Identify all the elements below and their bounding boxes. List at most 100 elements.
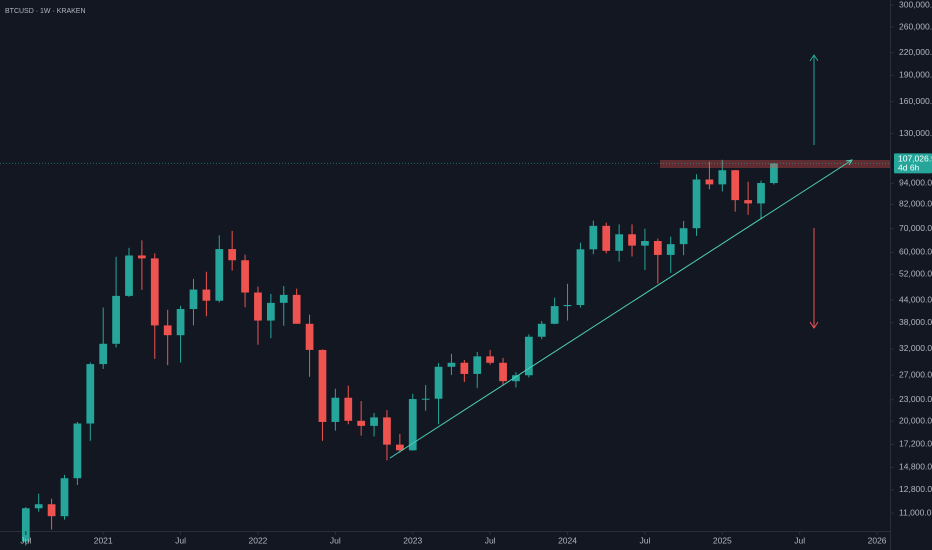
candle-body <box>499 362 507 382</box>
candle-body <box>460 362 469 374</box>
y-tick-label: 14,800.0 <box>899 462 932 472</box>
candle-body <box>524 336 533 376</box>
candle-body <box>344 397 353 421</box>
x-tick-label: 2025 <box>713 535 732 545</box>
y-tick-label: 27,000.0 <box>899 369 932 379</box>
candle-body <box>757 183 765 204</box>
candle-body <box>383 417 391 445</box>
up-arrow-head <box>809 54 819 62</box>
y-tick-label: 23,000.0 <box>899 394 932 404</box>
candles <box>21 159 778 546</box>
candle-body <box>550 306 559 324</box>
candle-body <box>267 302 275 321</box>
candle-body <box>163 325 172 336</box>
candle-body <box>150 258 159 326</box>
candle-body <box>279 294 288 303</box>
y-tick-label: 11,000.0 <box>899 507 932 517</box>
candle-body <box>357 420 366 426</box>
candle-body <box>576 249 585 305</box>
candle-body <box>202 289 211 301</box>
candle-body <box>666 244 675 255</box>
y-tick-label: 60,000.0 <box>899 247 932 257</box>
y-tick-label: 32,000.0 <box>899 343 932 353</box>
x-tick-label: 2021 <box>94 535 113 545</box>
y-tick-label: 300,000.0 <box>899 0 932 9</box>
candle-body <box>215 249 224 301</box>
trend-line <box>389 159 853 459</box>
x-tick-label: Jul <box>20 535 31 545</box>
x-tick-label: 2023 <box>403 535 422 545</box>
x-tick-label: Jul <box>485 535 496 545</box>
candle-body <box>112 295 120 344</box>
candle-body <box>331 397 340 422</box>
candle-body <box>589 225 598 250</box>
candle-body <box>189 289 198 310</box>
y-tick-label: 20,000.0 <box>899 415 932 425</box>
y-tick-label: 94,000.0 <box>899 178 932 188</box>
candle-body <box>292 294 301 324</box>
candle-body <box>447 362 456 367</box>
candle-body <box>486 356 495 363</box>
y-tick-label: 17,200.0 <box>899 439 932 449</box>
candle-body <box>770 163 778 184</box>
candle-body <box>21 508 30 542</box>
candle-body <box>99 343 108 365</box>
candle-body <box>602 225 611 251</box>
candle-body <box>731 170 740 201</box>
x-tick-label: Jul <box>639 535 650 545</box>
candle-body <box>705 179 714 185</box>
symbol-title: BTCUSD · 1W · KRAKEN <box>5 8 86 15</box>
candle-body <box>679 228 688 245</box>
candle-body <box>138 255 146 259</box>
candle-body <box>305 323 314 350</box>
candle-body <box>408 399 417 451</box>
x-tick-label: Jul <box>330 535 341 545</box>
x-tick-label: 2026 <box>868 535 887 545</box>
resistance-zone <box>660 160 890 168</box>
x-tick-label: Jul <box>175 535 186 545</box>
candle-body <box>395 444 404 451</box>
y-tick-label: 12,800.0 <box>899 484 932 494</box>
candle-body <box>537 323 546 337</box>
candle-body <box>473 356 482 374</box>
candle-body <box>653 241 662 255</box>
candle-body <box>563 304 572 307</box>
candle-body <box>60 478 69 517</box>
last-price-tag <box>894 153 932 174</box>
y-tick-label: 44,000.0 <box>899 294 932 304</box>
candle-body <box>370 417 378 426</box>
candle-body <box>73 423 82 479</box>
candle-body <box>228 249 237 261</box>
candle-body <box>434 366 443 399</box>
y-tick-label: 130,000.0 <box>899 128 932 138</box>
candle-body <box>318 349 327 422</box>
x-tick-label: 2024 <box>558 535 577 545</box>
y-tick-label: 52,000.0 <box>899 269 932 279</box>
candle-body <box>86 364 95 424</box>
y-tick-label: 82,000.0 <box>899 199 932 209</box>
y-tick-label: 38,000.0 <box>899 317 932 327</box>
candle-body <box>641 241 649 246</box>
y-tick-label: 260,000.0 <box>899 21 932 31</box>
candle-body <box>421 398 430 400</box>
candle-body <box>744 200 752 204</box>
last-price-label: 107,026.9 <box>898 154 932 164</box>
x-tick-label: Jul <box>794 535 805 545</box>
candle-body <box>34 504 43 509</box>
candle-body <box>254 292 262 321</box>
y-tick-label: 220,000.0 <box>899 47 932 57</box>
candle-body <box>512 375 520 382</box>
candle-body <box>718 170 727 185</box>
down-arrow-head <box>809 321 819 329</box>
candle-body <box>176 309 185 336</box>
y-tick-label: 160,000.0 <box>899 96 932 106</box>
candle-body <box>628 234 636 246</box>
candle-body <box>125 255 133 296</box>
candle-body <box>692 179 701 229</box>
candle-body <box>47 504 56 517</box>
candle-body <box>241 260 249 293</box>
candle-body <box>615 234 623 251</box>
